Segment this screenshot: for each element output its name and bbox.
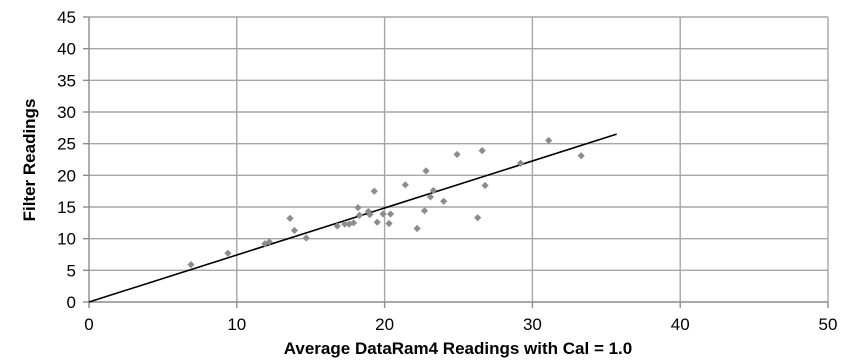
data-point xyxy=(453,150,461,159)
y-tick-label: 10 xyxy=(57,230,76,249)
data-point xyxy=(474,214,482,222)
data-point xyxy=(413,224,421,233)
trendline xyxy=(88,133,617,303)
x-tick-label: 0 xyxy=(84,315,93,334)
y-tick-label: 5 xyxy=(67,261,76,280)
data-point xyxy=(379,210,387,218)
data-point xyxy=(333,222,341,230)
y-tick-label: 25 xyxy=(57,135,76,154)
y-tick-label: 30 xyxy=(57,103,76,122)
x-tick-label: 40 xyxy=(671,315,690,334)
data-point xyxy=(577,152,585,160)
data-point xyxy=(355,211,364,219)
data-point xyxy=(261,240,269,248)
x-tick-label: 10 xyxy=(227,315,246,334)
y-tick-label: 20 xyxy=(57,166,76,185)
x-tick-label: 20 xyxy=(375,315,394,334)
grid xyxy=(89,16,829,302)
data-point xyxy=(290,226,299,235)
data-point xyxy=(373,218,381,226)
x-axis-title: Average DataRam4 Readings with Cal = 1.0 xyxy=(284,339,632,358)
data-point xyxy=(286,214,294,222)
data-point xyxy=(354,204,362,212)
data-point xyxy=(420,207,429,215)
data-point xyxy=(422,167,430,175)
y-axis-title: Filter Readings xyxy=(20,99,39,222)
data-point xyxy=(224,249,232,257)
data-point xyxy=(187,261,195,269)
y-tick-label: 15 xyxy=(57,198,76,217)
data-point xyxy=(366,211,374,219)
data-point xyxy=(341,220,349,228)
data-point xyxy=(302,234,310,242)
data-point xyxy=(345,220,353,228)
data-point xyxy=(370,187,378,195)
data-point xyxy=(545,136,553,145)
data-point xyxy=(349,219,358,227)
data-point xyxy=(265,238,273,246)
y-tick-label: 0 xyxy=(67,293,76,312)
data-point xyxy=(440,197,448,205)
data-point xyxy=(385,219,393,228)
data-points xyxy=(187,136,585,269)
x-tick-label: 50 xyxy=(819,315,838,334)
tick-labels: 0 5 10 15 20 25 30 35 40 45 0 10 20 30 40 50 xyxy=(57,8,837,334)
data-point xyxy=(429,186,437,195)
data-point xyxy=(478,147,486,155)
y-tick-label: 45 xyxy=(57,8,76,27)
data-point xyxy=(426,193,435,201)
data-point xyxy=(386,210,395,218)
data-point xyxy=(401,181,409,189)
axes xyxy=(83,16,829,308)
data-point xyxy=(481,181,489,190)
x-tick-label: 30 xyxy=(523,315,542,334)
y-tick-label: 35 xyxy=(57,71,76,90)
y-tick-label: 40 xyxy=(57,40,76,59)
data-point xyxy=(516,159,525,167)
